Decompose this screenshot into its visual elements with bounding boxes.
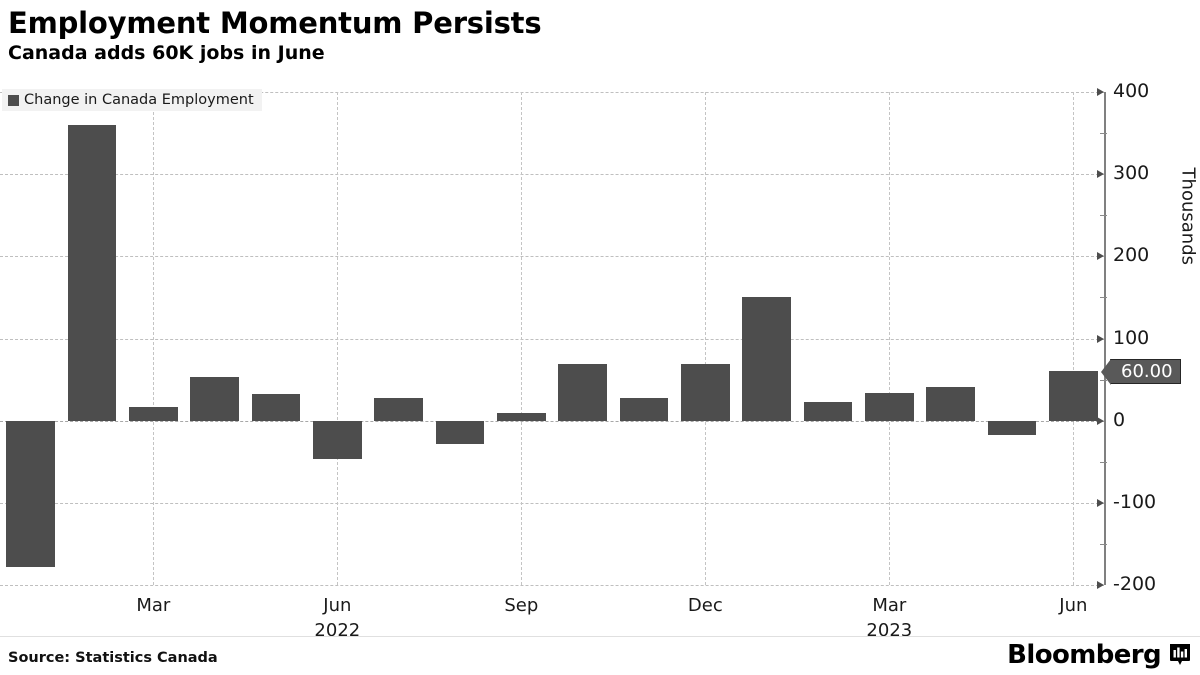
x-tick-label: Jun — [1059, 595, 1088, 616]
page-subtitle: Canada adds 60K jobs in June — [8, 42, 325, 64]
chart-legend[interactable]: Change in Canada Employment — [2, 89, 262, 111]
value-callout-badge[interactable]: 60.00 — [1101, 359, 1181, 386]
y-tick-label: -200 — [1113, 573, 1157, 595]
bar[interactable] — [1049, 371, 1098, 421]
chart-header: Employment Momentum Persists Canada adds… — [8, 6, 542, 65]
y-axis-line — [1104, 92, 1106, 585]
gridline-vertical — [153, 92, 155, 585]
x-tick-year-label: 2023 — [866, 620, 913, 641]
y-tick-label: 400 — [1113, 80, 1150, 102]
gridline-vertical — [705, 92, 707, 585]
y-tick-minor — [1100, 297, 1107, 299]
bar[interactable] — [926, 386, 975, 421]
y-tick-minor — [1100, 543, 1107, 545]
legend-item-label: Change in Canada Employment — [24, 92, 254, 108]
y-tick-label: 0 — [1113, 408, 1126, 431]
bloomberg-terminal-icon — [1170, 644, 1190, 665]
y-tick-label: 100 — [1113, 326, 1150, 349]
y-tick-arrow-icon — [1097, 581, 1104, 589]
bar[interactable] — [865, 392, 914, 421]
y-tick-label: 200 — [1113, 244, 1150, 267]
bar[interactable] — [619, 398, 669, 421]
gridline-horizontal — [0, 92, 1104, 93]
bloomberg-brand: Bloomberg — [1007, 642, 1192, 668]
x-tick-label: Dec — [687, 595, 723, 616]
bar[interactable] — [497, 413, 546, 421]
gridline-horizontal — [0, 502, 1104, 504]
y-tick-arrow-icon — [1097, 334, 1104, 343]
y-tick-arrow-icon — [1097, 170, 1104, 179]
gridline-horizontal — [0, 585, 1104, 586]
bar[interactable] — [987, 420, 1037, 436]
bar[interactable] — [251, 394, 301, 421]
bar[interactable] — [558, 363, 607, 421]
y-tick-arrow-icon — [1097, 498, 1104, 507]
bar[interactable] — [681, 363, 730, 421]
gridline-vertical — [337, 92, 339, 585]
y-axis-title: Thousands — [1177, 167, 1198, 265]
gridline-vertical — [1073, 92, 1075, 585]
y-tick-arrow-icon — [1097, 88, 1104, 96]
gridline-horizontal — [0, 174, 1104, 176]
y-tick-minor — [1100, 461, 1107, 463]
bar[interactable] — [129, 406, 178, 421]
page-title: Employment Momentum Persists — [8, 6, 542, 40]
gridline-horizontal — [0, 338, 1104, 340]
footer-divider — [0, 636, 1200, 637]
gridline-vertical — [889, 92, 891, 585]
bar[interactable] — [803, 401, 853, 421]
bar[interactable] — [6, 420, 55, 567]
bar[interactable] — [742, 297, 791, 421]
x-tick-label: Jun — [323, 595, 352, 616]
x-tick-label: Mar — [136, 595, 171, 616]
bar-series — [0, 92, 1104, 585]
bar[interactable] — [190, 377, 239, 421]
gridline-vertical — [521, 92, 523, 585]
bar[interactable] — [374, 397, 423, 421]
x-tick-label: Sep — [504, 595, 539, 616]
bar[interactable] — [67, 124, 117, 421]
y-tick-minor — [1100, 215, 1107, 217]
legend-swatch-icon — [8, 94, 19, 106]
gridline-horizontal — [0, 256, 1104, 258]
y-tick-label: -100 — [1113, 490, 1157, 513]
bar[interactable] — [313, 420, 362, 460]
x-tick-label: Mar — [872, 595, 907, 616]
y-tick-label: 300 — [1113, 162, 1150, 185]
y-tick-minor — [1100, 133, 1107, 135]
bar[interactable] — [435, 420, 485, 444]
plot-area — [0, 92, 1104, 586]
gridline-horizontal — [0, 420, 1104, 422]
source-note: Source: Statistics Canada — [8, 650, 218, 666]
x-tick-year-label: 2022 — [314, 620, 361, 641]
y-tick-arrow-icon — [1097, 252, 1104, 261]
y-tick-arrow-icon — [1097, 416, 1104, 425]
brand-wordmark: Bloomberg — [1007, 640, 1161, 670]
